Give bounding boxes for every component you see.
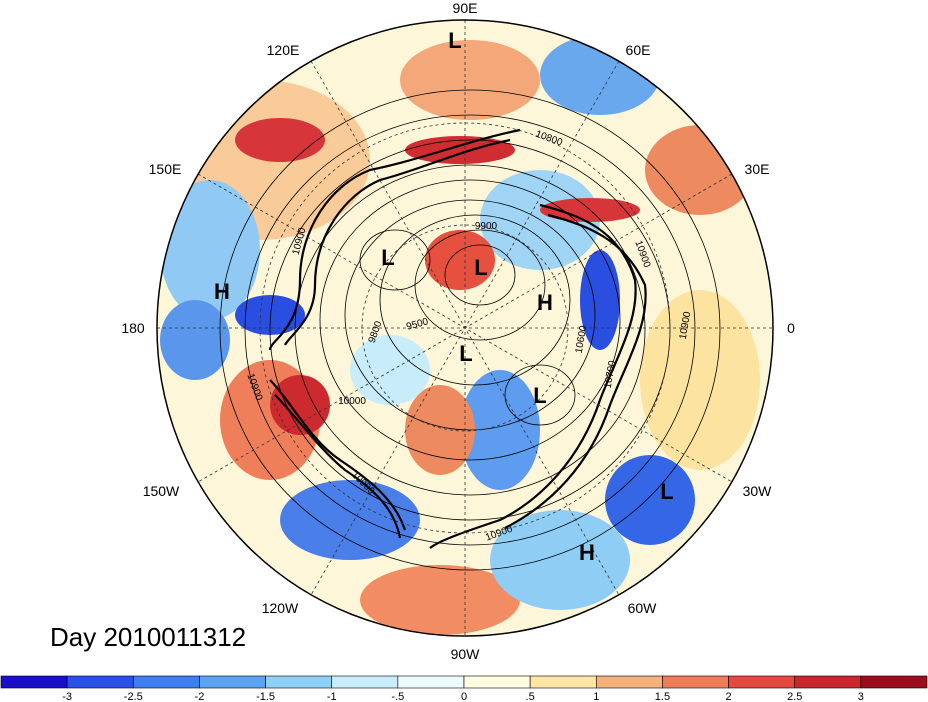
lon-label: 30W <box>743 483 773 499</box>
colorbar-tick-label: -3 <box>62 691 72 702</box>
lon-label: 90W <box>451 646 481 662</box>
contour-label: 9900 <box>475 221 498 232</box>
lon-label: 150E <box>149 161 182 177</box>
contour-label: 10000 <box>338 396 366 407</box>
colorbar-tick-label: 1.5 <box>655 691 670 702</box>
colorbar-tick-label: .5 <box>526 691 535 702</box>
lon-label: 120E <box>267 42 300 58</box>
contour-label: 10900 <box>678 310 694 340</box>
map-boundary <box>156 19 774 637</box>
low-center-label: L <box>660 479 673 504</box>
colorbar-swatch <box>662 675 729 689</box>
day-label: Day 2010011312 <box>50 622 246 652</box>
lon-label: 60E <box>626 42 651 58</box>
colorbar-swatch <box>265 675 333 689</box>
graticule <box>157 20 773 636</box>
colorbar-tick-label: 2.5 <box>787 691 802 702</box>
colorbar-swatch <box>397 675 465 689</box>
colorbar-swatch <box>794 675 862 689</box>
colorbar-swatch <box>199 675 266 689</box>
colorbar-swatch <box>529 675 597 689</box>
colorbar-swatch <box>331 675 399 689</box>
colorbar-tick-label: 3 <box>858 691 864 702</box>
colorbar-swatch <box>0 675 68 689</box>
lon-label: 120W <box>262 600 299 616</box>
colorbar-swatch <box>595 675 663 689</box>
colorbar-tick-label: 0 <box>461 691 467 702</box>
colorbar-tick-label: -.5 <box>391 691 404 702</box>
colorbar-swatch <box>860 675 928 689</box>
low-center-label: L <box>448 28 461 53</box>
lon-label: 60W <box>628 600 658 616</box>
colorbar-tick-label: -2.5 <box>124 691 143 702</box>
colorbar-tick-label: -1.5 <box>256 691 275 702</box>
jet-contours <box>268 128 647 549</box>
low-center-label: L <box>533 383 546 408</box>
contour-label: 10700 <box>603 359 619 389</box>
lon-label: 150W <box>143 483 180 499</box>
lon-label: 0 <box>787 320 795 336</box>
low-center-label: L <box>459 341 472 366</box>
lon-label: 30E <box>745 161 770 177</box>
lon-label: 90E <box>453 0 478 16</box>
contour-label: 10600 <box>574 324 590 354</box>
high-center-label: H <box>214 279 230 304</box>
high-center-label: H <box>579 540 595 565</box>
longitude-labels: 90E 60E 30E 0 30W 60W 90W 120W 150W 180 … <box>121 0 795 662</box>
low-center-label: L <box>474 255 487 280</box>
colorbar-swatch <box>66 675 134 689</box>
pressure-centers: L L L L L L H H H <box>214 28 674 565</box>
colorbar-tick-label: -2 <box>195 691 205 702</box>
colorbar-tick-label: 2 <box>726 691 732 702</box>
colorbar-swatch <box>132 675 200 689</box>
lon-label: 180 <box>121 320 145 336</box>
colorbar: -3 -2.5 -2 -1.5 -1 -.5 0 .5 1 1.5 2 2.5 3 <box>0 675 928 702</box>
colorbar-swatch <box>463 675 531 689</box>
colorbar-tick-label: 1 <box>593 691 599 702</box>
colorbar-swatch <box>728 675 796 689</box>
colorbar-tick-label: -1 <box>327 691 337 702</box>
low-center-label: L <box>381 245 394 270</box>
high-center-label: H <box>537 290 553 315</box>
